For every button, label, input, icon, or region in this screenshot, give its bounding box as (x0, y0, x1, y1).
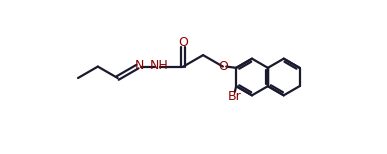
Text: O: O (178, 36, 188, 49)
Text: NH: NH (150, 59, 168, 72)
Text: O: O (218, 60, 228, 73)
Text: N: N (135, 59, 144, 72)
Text: Br: Br (228, 90, 242, 103)
